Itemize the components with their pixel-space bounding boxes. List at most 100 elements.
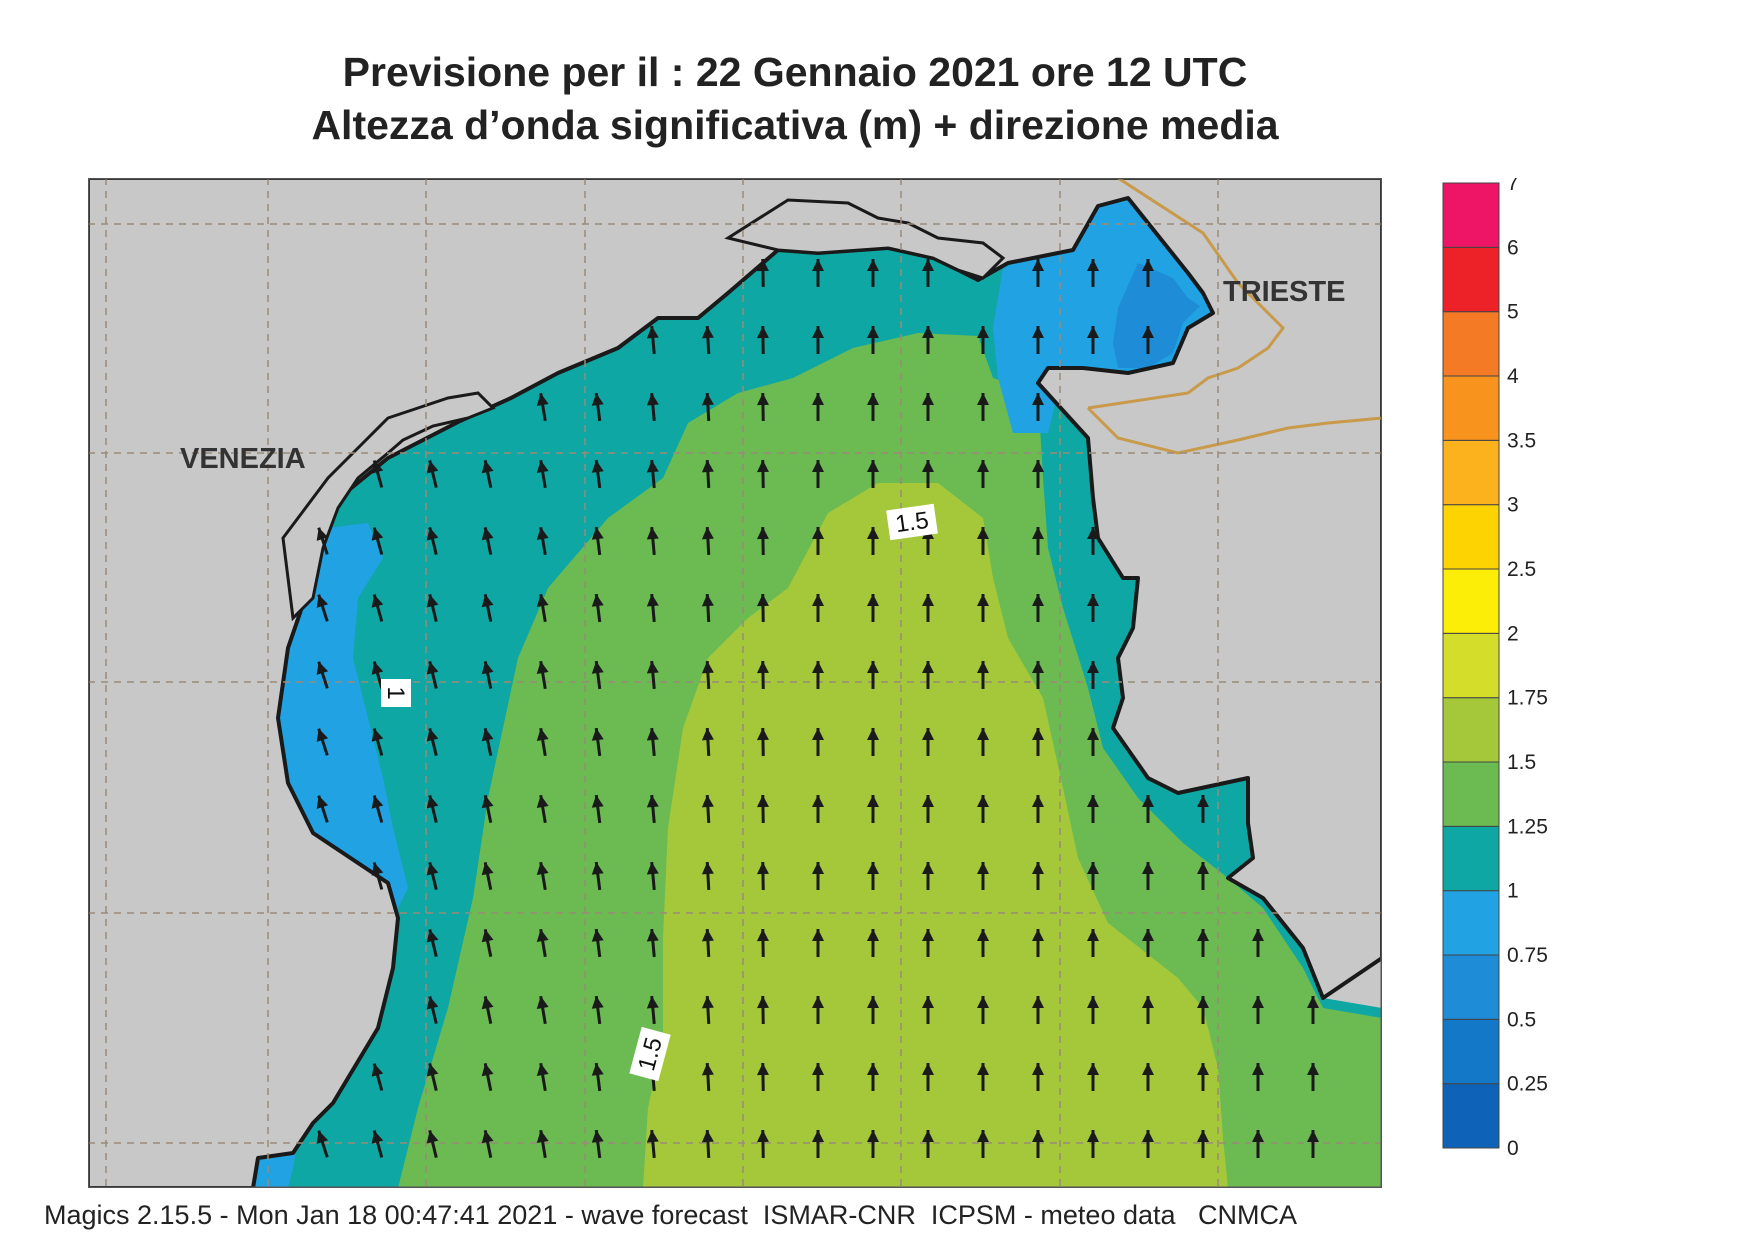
wave-arrow-head (812, 1130, 824, 1142)
wave-arrow-head (756, 996, 769, 1009)
wave-arrow-head (426, 594, 439, 608)
wave-arrow-head (1197, 1063, 1209, 1075)
wave-arrow-head (756, 326, 769, 339)
wave-arrow-head (1197, 795, 1209, 807)
wave-arrow-head (922, 795, 934, 807)
wave-arrow-head (371, 527, 384, 541)
wave-arrow-head (536, 527, 549, 541)
wave-arrow-head (426, 996, 439, 1010)
legend-color-boxes (1442, 182, 1500, 1149)
very-low-wave-zone-trieste (1113, 263, 1200, 368)
wave-arrow-head (756, 259, 769, 272)
wave-arrow-head (1087, 728, 1099, 740)
wave-arrow-head (756, 862, 769, 875)
wave-arrow-head (812, 728, 824, 740)
wave-arrow-head (1142, 929, 1154, 941)
wave-arrow-head (922, 393, 934, 405)
wave-arrow-head (977, 862, 989, 874)
wave-arrow-head (977, 929, 989, 941)
legend-level-label: 7 (1507, 178, 1519, 195)
legend-level-label: 1.5 (1507, 751, 1536, 774)
wave-arrow-head (922, 1130, 934, 1142)
wave-arrow-head (1032, 862, 1044, 874)
wave-arrow-head (867, 326, 879, 338)
lagoon-islands-venice (281, 391, 496, 622)
wave-arrow-head (812, 259, 824, 271)
map-title: Previsione per il : 22 Gennaio 2021 ore … (342, 49, 1248, 95)
wave-arrow-head (977, 527, 989, 539)
wave-arrow-head (371, 795, 384, 809)
legend-color-box (1442, 890, 1500, 956)
wave-arrow-head (922, 996, 934, 1008)
wave-arrow-head (591, 862, 604, 875)
wave-arrow-head (867, 728, 879, 740)
wave-arrow-head (536, 728, 549, 742)
wave-arrow-head (316, 795, 329, 809)
wave-arrow-head (316, 527, 329, 541)
wave-arrow-head (756, 1130, 769, 1143)
wave-arrow-head (1142, 862, 1154, 874)
wave-arrow-head (591, 996, 604, 1009)
wave-arrow-head (481, 795, 494, 809)
wave-arrow-head (426, 728, 439, 742)
wave-arrow-head (867, 460, 879, 472)
wave-arrow-head (1032, 1063, 1044, 1075)
wave-arrow-head (481, 460, 494, 474)
wave-arrow-head (536, 1063, 549, 1077)
wave-arrow-head (1087, 1063, 1099, 1075)
wave-arrow-head (1087, 326, 1099, 338)
wave-arrow-head (867, 795, 879, 807)
legend-level-label: 0 (1507, 1137, 1519, 1160)
wave-arrow-head (867, 929, 879, 941)
wave-arrow-head (922, 661, 934, 673)
wave-arrow-head (1087, 661, 1099, 673)
wave-arrow-head (1087, 795, 1099, 807)
legend-level-label: 0.75 (1507, 944, 1548, 967)
wave-arrow-head (536, 460, 549, 474)
wave-arrow-head (646, 862, 659, 875)
wave-arrow-head (591, 728, 604, 741)
wave-arrow-head (591, 929, 604, 942)
wave-arrow-head (646, 1130, 659, 1143)
wave-arrow-head (812, 460, 824, 472)
legend-color-box (1442, 954, 1500, 1020)
wave-arrow-head (481, 527, 494, 541)
wave-arrow-head (426, 460, 439, 474)
wave-arrow-head (371, 1130, 384, 1144)
wave-arrow-head (756, 527, 769, 540)
wave-arrow-head (1032, 393, 1044, 405)
wave-arrow-head (812, 393, 824, 405)
wave-arrow-head (701, 996, 714, 1009)
wave-arrow-head (922, 929, 934, 941)
wave-arrow-head (922, 862, 934, 874)
legend-level-label: 2.5 (1507, 558, 1536, 581)
wave-arrow-head (1087, 527, 1099, 539)
wave-arrow-head (646, 795, 659, 808)
wave-arrow-head (646, 393, 659, 406)
wave-arrow-head (426, 527, 439, 541)
wave-arrow-head (481, 1130, 494, 1144)
wave-arrow-head (371, 594, 384, 608)
wave-arrow-head (1087, 1130, 1099, 1142)
wave-arrow-head (591, 1063, 604, 1076)
wave-arrow-head (316, 728, 329, 742)
wave-arrow-head (1087, 996, 1099, 1008)
wave-arrow-head (977, 996, 989, 1008)
wave-arrow-head (922, 1063, 934, 1075)
wave-arrow-head (922, 259, 934, 271)
map-border (88, 178, 1382, 1188)
wave-arrow-head (426, 795, 439, 809)
footer-credits: Magics 2.15.5 - Mon Jan 18 00:47:41 2021… (44, 1200, 1298, 1230)
wave-arrow-head (922, 460, 934, 472)
wave-arrow-head (756, 929, 769, 942)
wave-arrow-head (812, 326, 824, 338)
city-label-trieste: TRIESTE (1223, 276, 1345, 308)
wave-arrow-head (646, 326, 659, 339)
wave-arrow-head (591, 1130, 604, 1143)
wave-arrow-head (812, 527, 824, 539)
wave-arrow-head (591, 795, 604, 808)
wave-arrow-head (812, 661, 824, 673)
wave-arrow-head (481, 862, 494, 876)
wave-arrow-head (1032, 728, 1044, 740)
wave-arrow-head (1032, 259, 1044, 271)
